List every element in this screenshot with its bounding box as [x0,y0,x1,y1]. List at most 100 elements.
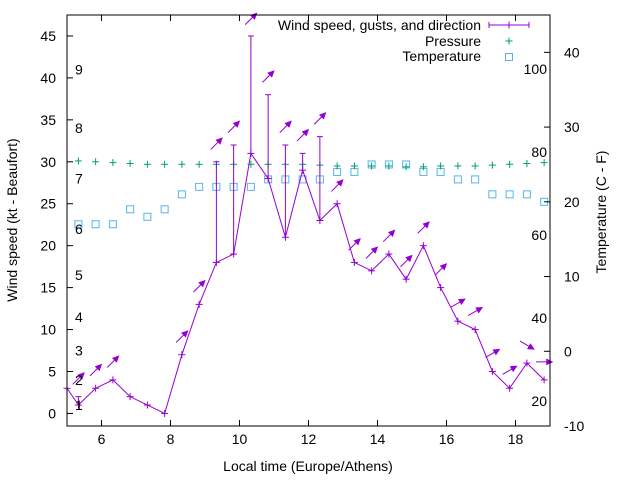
wind-direction-arrow [382,229,396,243]
y2-tick-label: 10 [564,269,580,285]
pressure-point [126,159,134,167]
wind-speed-point [540,376,548,384]
legend-label-pressure: Pressure [425,33,481,49]
pressure-point [178,160,186,168]
wind-direction-arrow [450,298,466,308]
temperature-point [91,220,100,229]
y2-tick-label: -10 [564,418,584,434]
wind-arrow-head [405,254,413,263]
pressure-point [402,163,410,171]
beaufort-label: 4 [75,309,83,325]
pressure-point [333,162,341,170]
wind-speed-point [437,284,445,292]
legend-sample-temperature [505,53,513,61]
pressure-point [350,162,358,170]
pressure-point [540,159,548,167]
wind-arrow-head [370,246,379,254]
x-tick-label: 8 [167,431,175,447]
wind-speed-point [161,409,169,417]
y-tick-label: 20 [40,238,56,254]
wind-direction-arrow [434,263,448,276]
beaufort-label: 9 [75,62,83,78]
y2-tick-label: 0 [564,343,572,359]
wind-speed-point [230,250,238,258]
wind-direction-arrow [210,137,223,150]
wind-speed-point [316,217,324,224]
wind-speed-point [109,376,117,384]
pressure-point [74,157,82,165]
wind-arrow-head [215,137,223,145]
wind-speed-point [368,267,376,275]
pressure-point [368,162,376,170]
y-tick-label: 30 [40,154,56,170]
x-axis-label: Local time (Europe/Athens) [223,458,393,474]
fahrenheit-label: 80 [531,144,547,160]
beaufort-label: 3 [75,343,83,359]
wind-direction-arrow [89,363,103,377]
y2-tick-label: 40 [564,44,580,60]
pressure-point [437,162,445,170]
wind-direction-arrow [227,120,241,134]
wind-speed-point [402,275,410,283]
wind-direction-arrow [536,358,554,366]
wind-speed-point [195,300,203,308]
wind-arrow-head [422,221,430,229]
fahrenheit-label: 40 [531,310,547,326]
beaufort-label: 2 [75,372,83,388]
wind-speed-point [471,326,479,334]
wind-arrow-head [353,237,361,246]
legend-sample-pressure [505,37,513,45]
wind-arrow-head [284,120,292,128]
temperature-point [177,190,186,199]
wind-direction-arrow [485,348,501,358]
wind-direction-arrow [417,221,430,234]
wind-direction-arrow [262,70,275,83]
axes: 6 8 10 12 14 16 18051015202530354045-100102030… [40,15,584,447]
wind-direction-arrow [467,306,484,316]
y-tick-label: 45 [40,28,56,44]
wind-speed-point [126,393,134,401]
wind-arrow-head [336,179,344,187]
series-layer [63,12,554,417]
wind-direction-arrow [296,128,310,142]
y-axis-label: Wind speed (kt - Beaufort) [4,138,20,301]
x-tick-label: 10 [232,431,248,447]
temperature-point [74,220,83,229]
wind-speed-point [350,258,358,266]
wind-speed-line [66,152,545,415]
fahrenheit-label: 60 [531,227,547,243]
pressure-point [109,159,117,167]
pressure-point [488,161,496,169]
legend-label-temperature: Temperature [402,48,481,64]
temperature-point [453,175,462,184]
wind-arrow-head [267,70,275,78]
wind-direction-arrow [331,179,344,192]
legend: Wind speed, gusts, and direction Pressur… [278,17,530,64]
wind-speed-point [143,401,151,409]
wind-arrow-head [526,343,535,350]
pressure-point [143,160,151,168]
beaufort-label: 1 [75,397,83,413]
wind-speed-point [385,250,393,258]
wind-speed-point [333,200,341,208]
wind-speed-point [212,258,220,266]
temperature-point [246,182,255,191]
wind-speed-point [523,359,531,367]
wind-speed-point [454,317,462,325]
wind-arrow-head [180,330,189,338]
y-tick-label: 35 [40,112,56,128]
beaufort-label: 8 [75,120,83,136]
wind-speed-point [92,384,100,392]
wind-arrow-head [457,298,466,306]
wind-speed-point [299,166,307,174]
wind-speed-point [247,149,255,157]
wind-arrow-head [198,279,206,288]
wind-speed-point [74,401,82,409]
wind-arrow-head [387,229,396,237]
wind-arrow-head [94,363,103,372]
wind-direction-arrow [279,120,292,134]
temperature-point [488,190,497,199]
x-tick-label: 14 [370,431,386,447]
pressure-point [92,158,100,166]
